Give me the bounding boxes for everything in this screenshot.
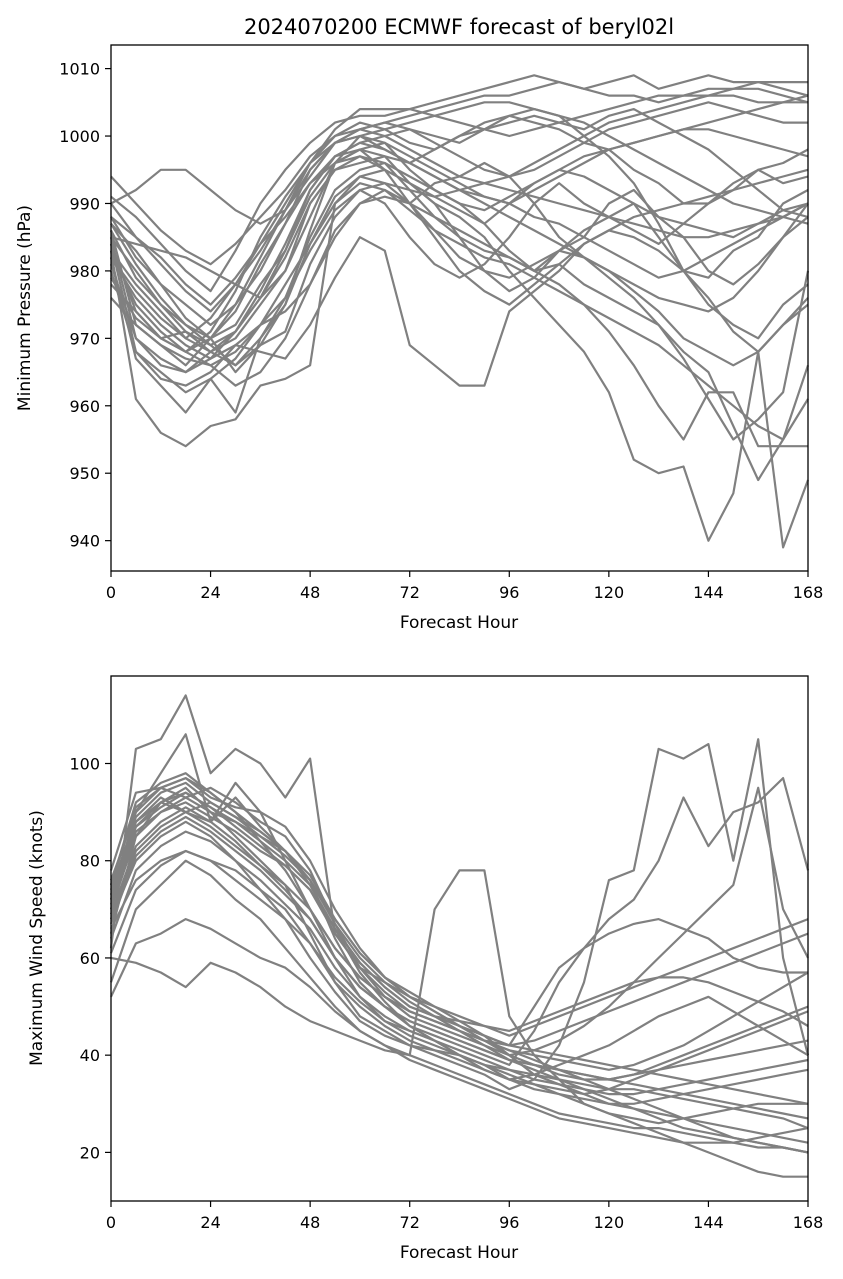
wind-y-tick-label: 80 [80, 852, 100, 871]
wind-panel: 0 24 48 72 96 120 144 168 20 40 60 80 100 Forecast … [27, 675, 823, 1263]
wind-x-tick-label: 168 [793, 1213, 824, 1232]
pressure-member-line-20 [110, 101, 809, 299]
pressure-member-line-17 [110, 101, 808, 306]
wind-member-line-8 [110, 956, 809, 1154]
wind-member-line-3 [109, 738, 810, 1091]
pressure-x-tick-label: 168 [793, 583, 824, 602]
wind-member-line-22 [109, 849, 808, 1178]
pressure-x-tick-label: 48 [300, 583, 320, 602]
pressure-series-group [109, 74, 810, 549]
wind-axes-frame [110, 675, 809, 1202]
pressure-x-tick-label: 144 [693, 583, 724, 602]
pressure-y-ticks: 940 950 960 970 980 990 1000 1010 [59, 60, 111, 551]
pressure-y-tick-label: 970 [69, 329, 100, 348]
wind-member-line-5 [109, 859, 808, 1125]
pressure-member-line-13 [110, 107, 809, 340]
wind-y-tick-label: 40 [80, 1046, 100, 1065]
pressure-y-tick-label: 990 [69, 194, 100, 213]
wind-y-tick-label: 60 [80, 949, 100, 968]
pressure-y-tick-label: 950 [69, 464, 100, 483]
pressure-member-line-26 [110, 128, 809, 353]
pressure-y-tick-label: 960 [69, 397, 100, 416]
pressure-member-line-8 [110, 74, 809, 293]
pressure-x-tick-label: 24 [200, 583, 220, 602]
wind-x-tick-label: 144 [693, 1213, 724, 1232]
wind-x-tick-label: 120 [594, 1213, 625, 1232]
pressure-y-tick-label: 1000 [59, 127, 100, 146]
wind-x-tick-label: 48 [300, 1213, 320, 1232]
wind-x-tick-label: 24 [200, 1213, 220, 1232]
pressure-panel: 2024070200 ECMWF forecast of beryl02l 0 2… [15, 15, 823, 633]
wind-y-axis-label: Maximum Wind Speed (knots) [27, 810, 47, 1066]
pressure-member-line-1 [109, 168, 810, 549]
wind-x-ticks: 0 24 48 72 96 120 144 168 [106, 1201, 823, 1232]
pressure-member-line-11 [110, 114, 809, 266]
pressure-member-line-14 [109, 182, 809, 441]
wind-member-line-17 [109, 796, 809, 1037]
pressure-x-tick-label: 0 [106, 583, 116, 602]
pressure-x-axis-label: Forecast Hour [400, 613, 518, 633]
pressure-member-line-16 [110, 101, 808, 353]
wind-member-line-23 [109, 791, 809, 1047]
pressure-x-tick-label: 120 [594, 583, 625, 602]
pressure-y-axis-label: Minimum Pressure (hPa) [15, 205, 35, 411]
pressure-member-line-24 [109, 175, 809, 374]
pressure-y-tick-label: 940 [69, 532, 100, 551]
pressure-member-line-7 [110, 80, 809, 313]
pressure-x-tick-label: 96 [499, 583, 519, 602]
wind-member-line-10 [109, 786, 809, 1057]
pressure-y-tick-label: 1010 [59, 60, 100, 79]
pressure-x-tick-label: 72 [400, 583, 420, 602]
pressure-member-line-18 [110, 195, 809, 387]
wind-x-axis-label: Forecast Hour [400, 1243, 518, 1263]
wind-y-tick-label: 100 [69, 755, 100, 774]
wind-x-tick-label: 0 [106, 1213, 116, 1232]
pressure-member-line-23 [110, 80, 808, 340]
wind-member-line-18 [109, 830, 809, 1096]
pressure-member-line-9 [109, 188, 809, 387]
wind-member-line-24 [109, 810, 809, 1154]
wind-y-ticks: 20 40 60 80 100 [69, 755, 111, 1162]
pressure-member-line-21 [109, 168, 809, 387]
wind-member-line-14 [110, 917, 809, 1144]
wind-y-tick-label: 20 [80, 1143, 100, 1162]
pressure-member-line-19 [110, 128, 809, 239]
wind-x-tick-label: 96 [499, 1213, 519, 1232]
chart-title: 2024070200 ECMWF forecast of beryl02l [244, 15, 674, 39]
wind-member-line-20 [109, 815, 809, 1120]
pressure-member-line-5 [110, 161, 809, 367]
pressure-member-line-22 [110, 134, 809, 340]
wind-x-tick-label: 72 [400, 1213, 420, 1232]
pressure-x-ticks: 0 24 48 72 96 120 144 168 [106, 571, 823, 602]
pressure-axes-frame [110, 44, 809, 572]
wind-member-line-11 [110, 849, 809, 1105]
pressure-y-tick-label: 980 [69, 262, 100, 281]
wind-series-group [109, 694, 810, 1178]
pressure-member-line-12 [110, 155, 809, 360]
